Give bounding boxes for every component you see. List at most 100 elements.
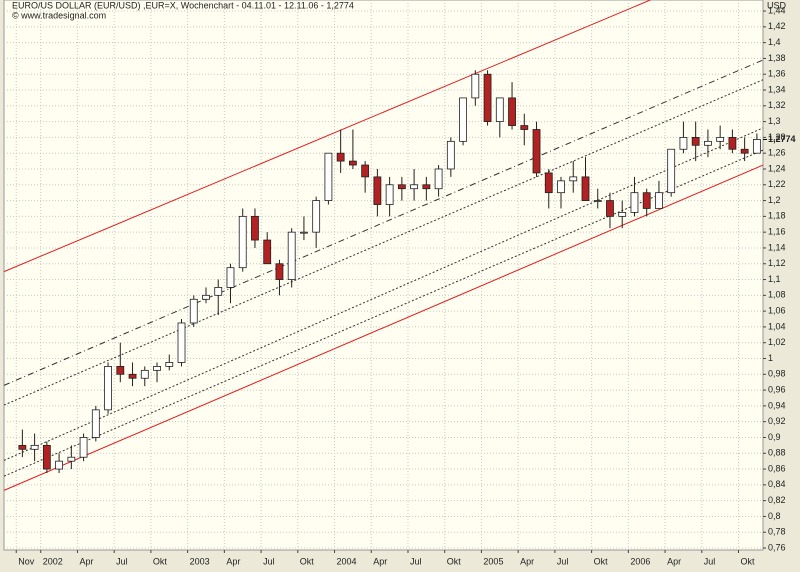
candle-body [459,97,467,142]
candle-body [55,460,63,470]
y-tick-label: 1,28 [768,132,786,142]
x-tick-label: Okt [594,556,609,566]
y-tick-label: 0,9 [768,432,781,442]
y-axis-label: USD [767,0,787,10]
candle-body [618,212,627,217]
candle-body [434,168,443,190]
candle-body [177,322,186,363]
x-tick-label: Jul [557,556,569,566]
y-tick-label: 0,8 [768,511,781,521]
candle-body [251,215,259,241]
y-tick-label: 1,38 [768,53,786,63]
x-tick-label: Okt [153,556,168,566]
candle-body [422,184,431,190]
candle-body [312,200,321,233]
candle-body [67,456,76,462]
candle-body [348,160,357,166]
x-tick-label: Okt [741,556,756,566]
y-tick-label: 0,94 [768,400,786,410]
candle-body [140,369,149,379]
x-tick-label: Apr [226,556,240,566]
candle-body [410,184,419,190]
candle-body [716,137,725,142]
x-tick-label: 2005 [483,556,503,566]
y-tick-label: 0,92 [768,416,786,426]
y-tick-label: 1,12 [768,258,786,268]
candle-body [373,176,382,205]
candle-body [752,139,761,154]
y-tick-label: 0,86 [768,463,786,473]
candle-body [581,176,590,201]
trend-line [3,59,764,386]
y-tick-label: 0,76 [768,542,786,552]
candle-body [495,97,504,123]
candle-body [361,164,370,178]
x-tick-label: Apr [667,556,681,566]
candle-body [655,192,663,209]
candle-body [483,73,492,123]
candle-body [728,137,737,150]
y-tick-label: 1,08 [768,290,786,300]
x-tick-label: Jul [263,556,275,566]
y-tick-label: 1,26 [768,148,786,158]
candle-body [544,172,553,194]
candle-body [128,373,137,379]
y-tick-label: 1,18 [768,211,786,221]
axes: 0,76 0,78 0,8 0,82 0,84 0,86 0,88 0,9 0,92 0,94 0,… [15,5,796,566]
y-tick-label: 0,96 [768,384,786,394]
y-tick-label: 0,98 [768,369,786,379]
candle-body [189,298,198,324]
candle-body [153,366,161,371]
last-value-label: 1,2774 [768,134,796,144]
x-tick-label: 2004 [337,556,357,566]
trend-line [3,0,652,273]
candle-body [471,73,480,99]
y-tick-label: 1,36 [768,69,786,79]
y-tick-label: 0,78 [768,527,786,537]
y-tick-label: 1,02 [768,337,786,347]
candle-body [226,267,235,288]
y-tick-label: 0,88 [768,448,786,458]
y-tick-label: 1,44 [768,5,786,15]
candle-body [263,239,272,265]
trend-line [3,79,764,406]
candle-body [385,184,394,205]
y-tick-label: 1,06 [768,306,786,316]
candle-body [91,409,100,438]
candle-body [42,444,51,470]
x-tick-label: Jul [410,556,422,566]
candle-body [79,437,88,458]
candle-body [116,366,125,375]
y-tick-label: 1,04 [768,321,786,331]
x-tick-label: 2006 [630,556,650,566]
trend-line [3,164,764,491]
x-tick-label: Okt [300,556,315,566]
chart-subtitle: © www.tradesignal.com [12,10,106,20]
candle-body [508,97,516,126]
x-tick-label: Jul [704,556,716,566]
candle-body [30,444,39,450]
candle-body [557,180,565,194]
y-tick-label: 1,22 [768,179,786,189]
x-tick-label: Apr [373,556,387,566]
y-tick-label: 1,1 [768,274,781,284]
x-tick-label: Jul [116,556,128,566]
y-tick-label: 1,14 [768,242,786,252]
x-tick-label: Nov [18,556,35,566]
candle-body [214,287,223,296]
candle-body [691,137,700,146]
candle-body [287,231,296,280]
candle-body [446,140,455,170]
y-tick-label: 1,3 [768,116,781,126]
candle-body [704,140,712,146]
candle-body [593,200,602,202]
candle-body [630,192,639,213]
y-tick-label: 1,32 [768,100,786,110]
candle-body [104,366,112,411]
y-tick-label: 1,34 [768,84,786,94]
candle-body [300,231,308,234]
x-tick-label: Apr [79,556,93,566]
candle-body [569,176,578,182]
y-tick-label: 1,42 [768,21,786,31]
